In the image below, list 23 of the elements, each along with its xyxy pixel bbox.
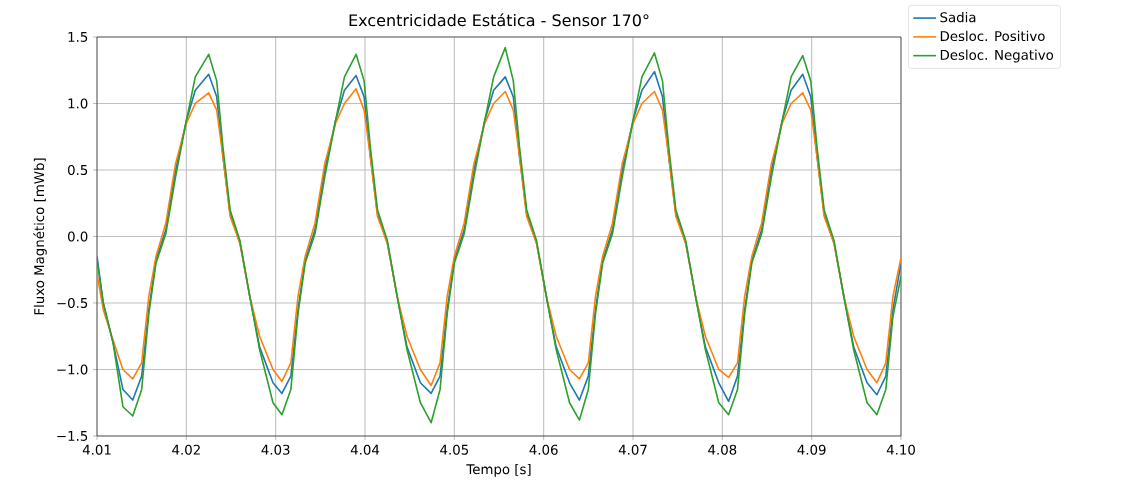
x-tick-label: 4.01 bbox=[82, 444, 111, 455]
x-tick-label: 4.07 bbox=[618, 444, 647, 455]
legend-label: Desloc. Positivo bbox=[940, 30, 1045, 42]
y-tick-label: −1.5 bbox=[57, 431, 88, 441]
x-tick-label: 4.10 bbox=[886, 444, 915, 455]
y-tick-label: −0.5 bbox=[57, 297, 88, 309]
x-tick-label: 4.05 bbox=[440, 444, 469, 455]
x-tick-label: 4.09 bbox=[797, 444, 826, 455]
x-tick-label: 4.02 bbox=[172, 444, 200, 455]
legend-label: Sadia bbox=[940, 12, 976, 23]
y-axis-title: Fluxo Magnético [mWb] bbox=[33, 158, 47, 315]
y-tick-label: 1.0 bbox=[68, 98, 88, 109]
y-tick-label: −1.0 bbox=[57, 364, 88, 375]
x-tick-label: 4.03 bbox=[261, 444, 290, 455]
x-tick-label: 4.04 bbox=[350, 444, 380, 455]
legend-label: Desloc. Negativo bbox=[940, 49, 1054, 63]
x-tick-label: 4.08 bbox=[708, 444, 737, 455]
y-tick-label: 0.0 bbox=[67, 231, 88, 242]
chart-title: Excentricidade Estática - Sensor 170° bbox=[349, 13, 649, 27]
y-tick-label: 0.5 bbox=[67, 164, 88, 176]
x-axis-title: Tempo [s] bbox=[466, 463, 531, 477]
y-tick-label: 1.5 bbox=[68, 32, 88, 42]
x-tick-label: 4.06 bbox=[529, 444, 558, 455]
